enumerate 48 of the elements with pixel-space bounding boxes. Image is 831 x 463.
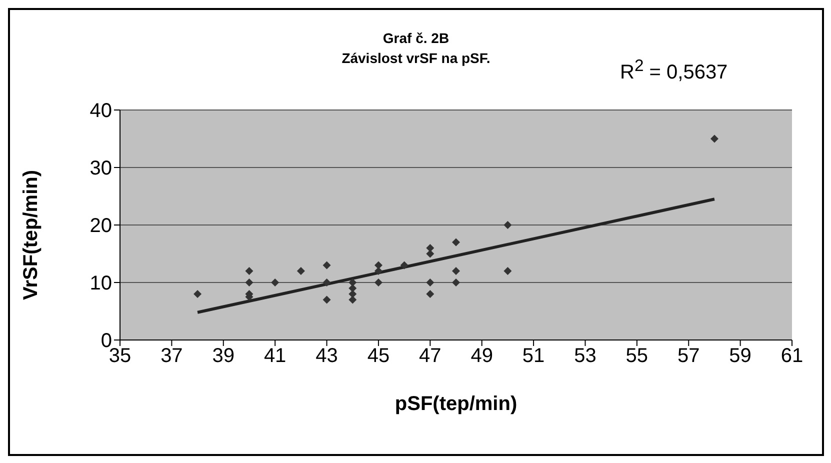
x-tick-label: 35 [108, 345, 132, 368]
point [322, 278, 331, 286]
point [194, 290, 202, 298]
point [452, 238, 460, 246]
y-tick-label: 10 [90, 272, 112, 295]
x-tick-label: 51 [522, 345, 545, 368]
point [348, 290, 357, 298]
x-tick-label: 49 [470, 345, 493, 368]
chart-title: Graf č. 2B [382, 29, 450, 48]
point [374, 278, 382, 286]
text: R$^{2}$ = 0,5637 [620, 56, 728, 85]
x-tick-label: 61 [780, 345, 804, 368]
point [452, 278, 460, 286]
point [426, 290, 434, 298]
point [322, 296, 331, 304]
point [245, 278, 254, 286]
x-tick-label: 41 [264, 345, 286, 368]
point [504, 267, 512, 275]
point [426, 250, 434, 258]
point [348, 284, 357, 292]
x-tick-label: 43 [316, 345, 338, 368]
x-tick-label: 39 [212, 345, 235, 368]
y-axis-title: VrSF(tep/min) [20, 170, 42, 300]
point [710, 134, 718, 143]
point [322, 261, 331, 270]
point [504, 221, 512, 229]
point [348, 296, 357, 304]
x-tick-label: 59 [729, 345, 752, 368]
x-tick-label: 53 [574, 345, 596, 368]
point [348, 278, 357, 286]
point [245, 267, 254, 275]
x-axis-title: pSF(tep/min) [394, 393, 518, 415]
x-tick-label: 57 [677, 345, 700, 368]
y-tick-label: 20 [90, 215, 112, 238]
x-tick-label: 55 [626, 345, 648, 368]
y-tick-label: 30 [90, 158, 112, 180]
point [271, 278, 280, 286]
point [374, 267, 382, 275]
point [400, 261, 408, 270]
point [426, 278, 434, 286]
point [426, 244, 434, 252]
chart-subtitle: Závislost vrSF na pSF. [342, 50, 490, 66]
point [452, 267, 460, 275]
y-tick-label: 40 [90, 100, 112, 122]
x-tick-label: 37 [160, 345, 183, 368]
x-tick-label: 47 [419, 345, 442, 368]
x-tick-label: 45 [367, 345, 390, 368]
point [296, 267, 305, 275]
